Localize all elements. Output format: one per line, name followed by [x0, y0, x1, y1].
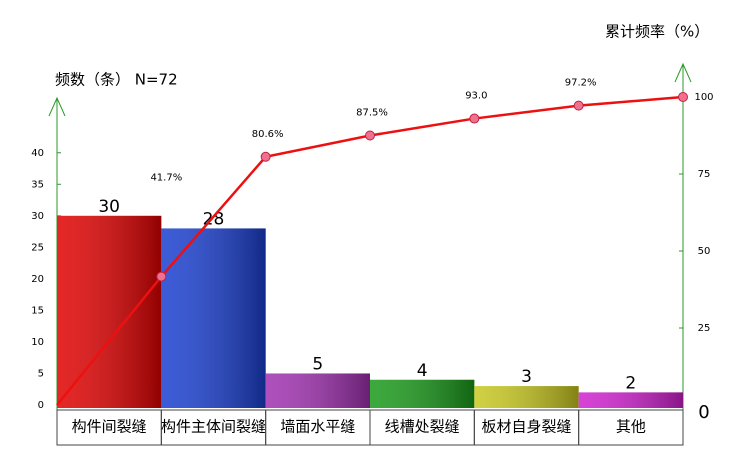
y2-tick-label: 50 [698, 246, 711, 257]
cumulative-point [260, 151, 271, 162]
cumulative-label: 87.5% [356, 108, 388, 119]
x-tick-label: 线槽处裂缝 [385, 418, 460, 436]
y-tick-label: 5 [38, 368, 44, 379]
y2-tick-label: 100 [694, 92, 713, 103]
x-tick-label: 板材自身裂缝 [481, 418, 571, 436]
x-tick-label: 其他 [616, 418, 646, 436]
y2-tick-label: 0 [698, 402, 709, 423]
x-tick-label: 墙面水平缝 [280, 418, 355, 436]
cumulative-point [469, 113, 480, 124]
y-tick-label: 20 [31, 274, 44, 285]
y-tick-label: 30 [31, 211, 44, 222]
category-cell [578, 409, 684, 446]
chart-title: 频数（条） N=72 [55, 71, 178, 89]
bar-value-label: 5 [312, 354, 323, 374]
y-tick-label: 10 [31, 337, 44, 348]
bar-shade [578, 392, 683, 408]
cumulative-point [573, 100, 584, 111]
bar-shade [370, 379, 475, 408]
bar-shade [265, 373, 370, 408]
bar-value-label: 30 [98, 197, 120, 217]
x-tick-label: 构件主体间裂缝 [161, 418, 266, 436]
y2-title: 累计频率（%） [605, 23, 709, 41]
cumulative-label: 93.0 [465, 91, 487, 102]
cumulative-label: 41.7% [150, 173, 182, 184]
y-tick-label: 25 [31, 242, 44, 253]
bar-shade [57, 215, 162, 408]
cumulative-label: 80.6% [252, 129, 284, 140]
cumulative-point [365, 130, 375, 141]
y-tick-label: 15 [31, 305, 44, 316]
y-tick-label: 40 [31, 148, 44, 159]
bar-shade [161, 228, 266, 408]
y2-tick-label: 75 [698, 169, 711, 180]
bar-value-label: 2 [625, 373, 636, 393]
y-tick-label: 35 [31, 179, 44, 190]
cumulative-point [156, 271, 167, 282]
bar-value-label: 3 [521, 367, 532, 387]
bar-shade [474, 386, 579, 408]
bar-value-label: 4 [417, 361, 428, 381]
cumulative-point [678, 92, 688, 102]
cumulative-label: 97.2% [565, 78, 597, 89]
y2-tick-label: 25 [698, 323, 711, 334]
x-tick-label: 构件间裂缝 [72, 418, 147, 436]
y-tick-label: 0 [38, 400, 44, 411]
